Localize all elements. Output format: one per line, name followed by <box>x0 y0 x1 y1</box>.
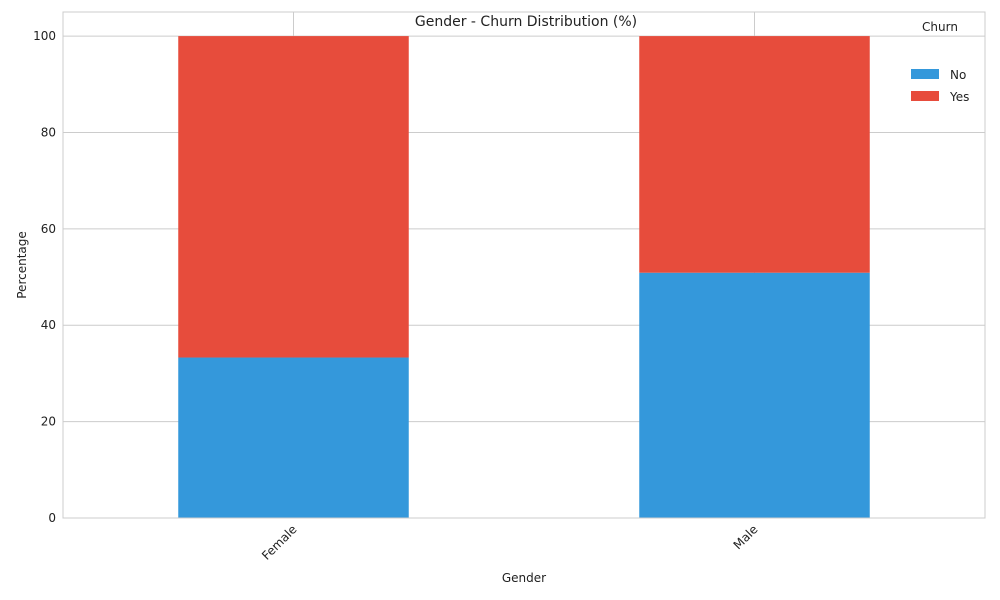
y-tick-label: 20 <box>41 415 56 429</box>
legend-swatch-no <box>911 69 939 79</box>
y-tick-label: 40 <box>41 318 56 332</box>
bar-male-no <box>639 272 870 518</box>
y-axis-ticks: 0 20 40 60 80 100 <box>33 29 56 525</box>
legend: Churn No Yes <box>911 20 969 104</box>
x-tick-label: Female <box>259 522 300 563</box>
legend-label-no: No <box>950 68 966 82</box>
bar-female-yes <box>178 36 409 358</box>
y-axis-label: Percentage <box>15 231 29 299</box>
bar-male-yes <box>639 36 870 273</box>
x-axis-ticks: Female Male <box>259 522 761 563</box>
y-tick-label: 0 <box>48 511 56 525</box>
plot-frame <box>62 11 986 519</box>
y-tick-label: 100 <box>33 29 56 43</box>
chart-title: Gender - Churn Distribution (%) <box>415 14 637 30</box>
x-tick-label: Male <box>731 522 761 552</box>
y-tick-label: 80 <box>41 125 56 139</box>
legend-title: Churn <box>922 20 958 34</box>
bar-female-no <box>178 357 409 518</box>
legend-label-yes: Yes <box>949 90 969 104</box>
bars <box>178 36 870 518</box>
legend-swatch-yes <box>911 91 939 101</box>
y-tick-label: 60 <box>41 222 56 236</box>
x-axis-label: Gender <box>502 571 546 585</box>
